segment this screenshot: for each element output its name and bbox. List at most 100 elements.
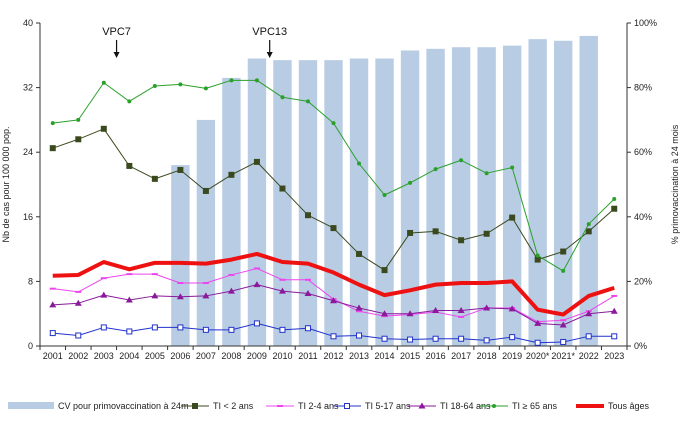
point-2016: [432, 306, 440, 313]
legend-item: TI ≥ 65 ans: [480, 401, 557, 411]
annotation-arrow-head: [113, 52, 120, 58]
point-2020*: [534, 339, 541, 346]
point-2010: [278, 287, 286, 294]
point-2017: [457, 306, 465, 313]
point-2008: [229, 78, 234, 83]
x-tick-label: 2016: [426, 351, 446, 361]
point-2012: [330, 225, 337, 232]
x-tick-label: 2017: [451, 351, 471, 361]
bar-2021*: [554, 40, 573, 346]
point-2003: [100, 125, 107, 132]
series-TI < 2 ans: [49, 125, 618, 274]
point-2007: [202, 292, 210, 299]
annotation-arrow-head: [266, 52, 273, 58]
point-2017: [458, 335, 465, 342]
legend-label: TI 18-64 ans: [440, 401, 491, 411]
bar-2017: [451, 47, 471, 346]
legend-swatch-bar: [8, 402, 54, 409]
bar-2010: [273, 60, 292, 347]
bar-2018: [477, 47, 496, 346]
point-2002: [76, 117, 81, 122]
lines-layer: [49, 78, 618, 346]
x-tick-label: 2019: [502, 351, 522, 361]
point-2011: [304, 290, 312, 297]
point-2005: [151, 175, 158, 182]
point-2003: [100, 291, 108, 298]
legend-item: TI < 2 ans: [181, 401, 254, 411]
x-tick-label: 2007: [196, 351, 216, 361]
point-2023: [610, 307, 618, 314]
point-2021*: [560, 248, 567, 255]
y-right-tick-label: 80%: [634, 83, 652, 93]
point-2003: [101, 80, 106, 85]
point-2018: [484, 171, 489, 176]
bar-2015: [400, 50, 420, 347]
point-2004: [125, 296, 133, 303]
legend-label: TI 2-4 ans: [298, 401, 339, 411]
point-2001: [49, 330, 56, 337]
legend-swatch-marker: [418, 402, 426, 409]
axes-layer: 0 8 16 24 32 40 0% 20% 40% 60% 80% 100% 2001 2002 2003…: [1, 18, 680, 361]
point-2022: [585, 228, 592, 235]
point-2011: [304, 212, 311, 219]
point-2009: [253, 158, 260, 165]
x-tick-label: 2011: [298, 351, 317, 361]
y-left-tick-label: 32: [23, 83, 33, 93]
bar-2020*: [528, 39, 547, 347]
legend-item: Tous âges: [576, 401, 650, 411]
bar-2008: [222, 77, 241, 346]
point-2001: [49, 145, 56, 152]
series-TI 5-17 ans: [49, 320, 618, 346]
point-2014: [381, 335, 388, 342]
bar-2019: [502, 45, 522, 347]
x-tick-label: 2001: [43, 351, 63, 361]
y-axis-right-title: % primovaccination à 24 mois: [670, 124, 680, 244]
point-2022: [585, 310, 593, 317]
point-2016: [432, 228, 439, 235]
bar-2007: [196, 119, 216, 347]
y-right-tick-label: 0%: [634, 341, 647, 351]
y-right-tick-label: 60%: [634, 147, 652, 157]
point-2008: [228, 326, 235, 333]
point-2018: [483, 230, 490, 237]
annotation-label: VPC7: [102, 26, 131, 38]
point-2015: [407, 336, 414, 343]
x-tick-label: 2014: [375, 351, 395, 361]
point-2021*: [559, 321, 567, 328]
point-2013: [355, 304, 363, 311]
point-2020*: [535, 253, 540, 258]
point-2002: [75, 136, 82, 143]
legend-label: CV pour primovaccination à 24m: [58, 401, 189, 411]
y-left-tick-label: 8: [28, 276, 33, 286]
y-axis-left-title: Nb de cas pour 100 000 pop.: [1, 126, 11, 242]
point-2023: [611, 205, 618, 212]
point-2006: [176, 293, 184, 300]
legend-item: CV pour primovaccination à 24m: [8, 401, 189, 411]
legend-label: TI < 2 ans: [213, 401, 254, 411]
point-2022: [586, 222, 591, 227]
point-2013: [356, 250, 363, 257]
point-2023: [611, 333, 618, 340]
bar-2016: [426, 48, 445, 347]
point-2021*: [560, 338, 567, 345]
point-2011: [304, 325, 311, 332]
point-2020*: [534, 319, 542, 326]
series-Tous âges: [52, 251, 615, 317]
y-right-tick-label: 20%: [634, 276, 652, 286]
point-2004: [126, 162, 133, 169]
point-2017: [459, 158, 464, 163]
legend-item: TI 5-17 ans: [333, 401, 411, 411]
point-2005: [152, 83, 157, 88]
x-tick-label: 2020*: [526, 351, 550, 361]
point-2012: [331, 121, 336, 126]
point-2010: [280, 95, 285, 100]
x-tick-label: 2023: [604, 351, 624, 361]
point-2007: [203, 86, 208, 91]
series-line-Tous âges: [52, 251, 615, 317]
point-2011: [305, 99, 310, 104]
point-2002: [74, 299, 82, 306]
point-2001: [50, 121, 55, 126]
point-2001: [49, 301, 57, 308]
point-2006: [178, 82, 183, 87]
